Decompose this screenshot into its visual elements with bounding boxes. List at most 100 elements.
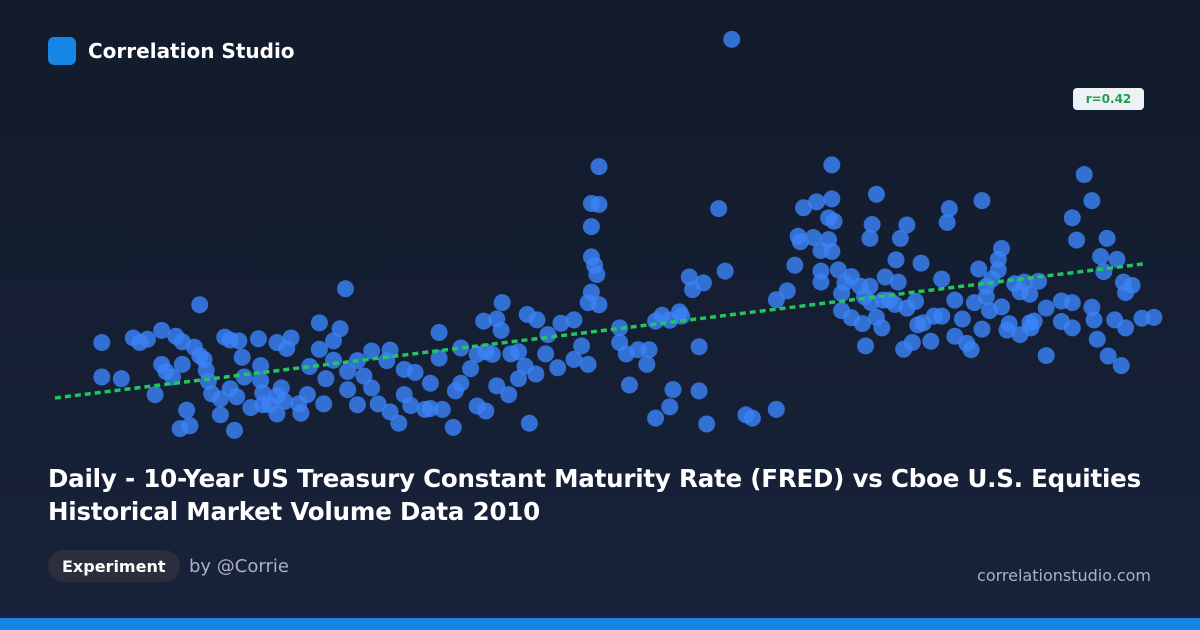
scatter-point — [539, 326, 557, 344]
scatter-point — [520, 414, 538, 432]
brand-name: Correlation Studio — [88, 39, 295, 63]
tag-pill[interactable]: Experiment — [48, 550, 180, 582]
scatter-point — [282, 329, 300, 347]
scatter-point — [565, 311, 583, 329]
scatter-point — [907, 292, 925, 310]
scatter-point — [1037, 299, 1055, 317]
scatter-point — [590, 195, 608, 213]
scatter-point — [276, 392, 294, 410]
scatter-point — [808, 193, 826, 211]
scatter-point — [743, 409, 761, 427]
scatter-point — [475, 312, 493, 330]
scatter-point — [252, 371, 270, 389]
scatter-point — [292, 404, 310, 422]
scatter-point — [867, 185, 885, 203]
scatter-point — [252, 357, 270, 375]
scatter-point — [138, 330, 156, 348]
scatter-point — [664, 381, 682, 399]
scatter-point — [823, 190, 841, 208]
logo[interactable]: Correlation Studio — [48, 37, 295, 65]
scatter-point — [1037, 347, 1055, 365]
scatter-point — [549, 359, 567, 377]
scatter-point — [829, 261, 847, 279]
scatter-point — [363, 342, 381, 360]
scatter-point — [970, 260, 988, 278]
scatter-point — [889, 273, 907, 291]
scatter-point — [331, 320, 349, 338]
scatter-point — [493, 294, 511, 312]
scatter-point — [1098, 229, 1116, 247]
scatter-point — [898, 216, 916, 234]
scatter-point — [1000, 315, 1018, 333]
scatter-point — [1021, 285, 1039, 303]
scatter-point — [509, 370, 527, 388]
points-layer — [93, 30, 1163, 439]
scatter-point — [1068, 231, 1086, 249]
scatter-point — [590, 158, 608, 176]
scatter-point — [228, 388, 246, 406]
scatter-point — [369, 395, 387, 413]
correlation-badge: r=0.42 — [1073, 88, 1144, 110]
bottom-accent-bar — [0, 618, 1200, 630]
scatter-point — [310, 340, 328, 358]
scatter-point — [690, 382, 708, 400]
scatter-point — [1088, 330, 1106, 348]
scatter-point — [857, 337, 875, 355]
scatter-point — [272, 379, 290, 397]
scatter-point — [191, 296, 209, 314]
scatter-point — [93, 334, 111, 352]
scatter-point — [1083, 192, 1101, 210]
scatter-point — [861, 277, 879, 295]
scatter-point — [611, 319, 629, 337]
site-url[interactable]: correlationstudio.com — [977, 566, 1151, 585]
scatter-point — [903, 334, 921, 352]
scatter-point — [488, 377, 506, 395]
page-title: Daily - 10-Year US Treasury Constant Mat… — [48, 464, 1141, 526]
scatter-point — [588, 266, 606, 284]
scatter-point — [565, 350, 583, 368]
scatter-point — [863, 216, 881, 234]
author-byline[interactable]: by @Corrie — [189, 556, 289, 577]
scatter-point — [1025, 312, 1043, 330]
scatter-point — [390, 414, 408, 432]
scatter-point — [579, 355, 597, 373]
scatter-point — [853, 315, 871, 333]
scatter-point — [452, 339, 470, 357]
scatter-point — [647, 409, 665, 427]
scatter-point — [1095, 263, 1113, 281]
scatter-point — [825, 212, 843, 230]
scatter-point — [268, 405, 286, 423]
scatter-point — [348, 396, 366, 414]
scatter-point — [973, 192, 991, 210]
scatter-point — [723, 30, 741, 48]
scatter-point — [1063, 209, 1081, 227]
scatter-point — [661, 398, 679, 416]
scatter-point — [933, 270, 951, 288]
scatter-point — [940, 200, 958, 218]
scatter-point — [993, 239, 1011, 257]
scatter-point — [804, 229, 822, 247]
logo-mark-icon — [48, 37, 76, 65]
scatter-point — [178, 401, 196, 419]
scatter-point — [989, 261, 1007, 279]
scatter-point — [527, 365, 545, 383]
scatter-point — [430, 349, 448, 367]
scatter-point — [537, 345, 555, 363]
scatter-point — [93, 368, 111, 386]
scatter-point — [973, 320, 991, 338]
scatter-point — [812, 273, 830, 291]
scatter-point — [444, 418, 462, 436]
scatter-point — [953, 310, 971, 328]
scatter-point — [402, 397, 420, 415]
scatter-point — [876, 268, 894, 286]
scatter-point — [710, 200, 728, 218]
scatter-point — [912, 254, 930, 272]
scatter-point — [887, 251, 905, 269]
scatter-point — [230, 332, 248, 350]
scatter-point — [477, 402, 495, 420]
scatter-point — [211, 406, 229, 424]
scatter-point — [698, 415, 716, 433]
scatter-point — [1117, 319, 1135, 337]
scatter-point — [336, 280, 354, 298]
